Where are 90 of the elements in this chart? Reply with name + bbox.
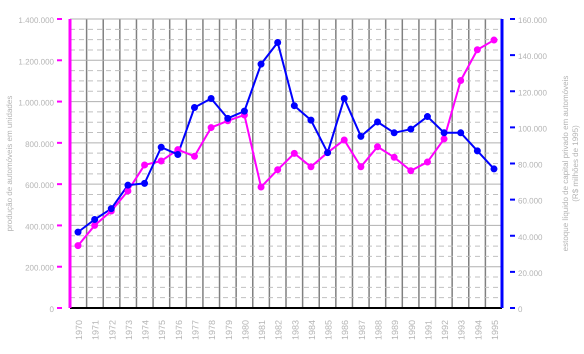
x-tick-label: 1976 (174, 320, 184, 340)
y2-tick-label: 60.000 (518, 196, 544, 206)
x-tick-label: 1985 (324, 320, 334, 340)
point (457, 129, 464, 136)
x-tick-label: 1984 (306, 320, 317, 340)
point (407, 167, 414, 174)
point (474, 46, 481, 54)
x-tick-label: 1988 (374, 320, 384, 340)
point (357, 163, 364, 170)
y2-axis-title: estoque líquido de capital privado em automóveis (R$ milhões de 1995) (561, 76, 580, 252)
x-tick-label: 1992 (440, 320, 450, 340)
point (124, 187, 132, 194)
y-tick-label: 800.000 (25, 140, 55, 149)
point (374, 118, 382, 126)
point (124, 182, 132, 189)
x-tick-label: 1975 (157, 320, 168, 340)
point (490, 36, 498, 44)
x-tick-label: 1979 (224, 320, 234, 340)
y2-tick-label: 0 (518, 305, 523, 314)
x-tick-label: 1971 (90, 320, 101, 340)
x-tick-label: 1993 (456, 320, 467, 340)
x-tick-label: 1983 (290, 320, 300, 340)
y2-tick-label: 80.000 (518, 160, 544, 170)
y-axis-title: produção de automóveis em unidades (5, 96, 14, 232)
point (374, 143, 382, 150)
x-tick-label: 1980 (240, 320, 250, 340)
point (357, 132, 364, 140)
y-tick-label: 1.000.000 (18, 98, 55, 108)
point (74, 228, 82, 236)
point (424, 113, 431, 120)
x-tick-label: 1987 (356, 320, 367, 340)
x-tick-label: 1981 (257, 320, 268, 340)
point (141, 161, 148, 168)
point (174, 150, 182, 158)
point (258, 184, 265, 191)
x-tick-label: 1991 (423, 320, 434, 340)
y2-tick-label: 40.000 (518, 232, 544, 242)
y-tick-label: 0 (50, 305, 55, 314)
y2-tick-label: 120.000 (518, 88, 548, 98)
point (190, 152, 198, 160)
point (158, 144, 165, 151)
point (258, 60, 265, 68)
point (208, 124, 215, 132)
y2-tick-label: 100.000 (518, 124, 548, 134)
point (390, 129, 398, 136)
point (440, 135, 448, 142)
point (91, 222, 98, 229)
point (141, 180, 148, 187)
point (340, 136, 348, 144)
point (307, 116, 314, 124)
y-tick-label: 200.000 (25, 264, 55, 273)
point (390, 154, 398, 161)
point (224, 114, 232, 122)
x-tick-label: 1990 (406, 320, 417, 340)
x-tick-label: 1995 (490, 320, 500, 340)
point (474, 147, 481, 154)
point (407, 126, 414, 133)
x-tick-label: 1986 (340, 320, 350, 340)
x-tick-label: 1970 (74, 320, 84, 340)
x-tick-label: 1978 (207, 320, 218, 340)
y-tick-label: 1.400.000 (18, 16, 55, 25)
y2-tick-label: 140.000 (518, 52, 548, 62)
point (290, 102, 298, 110)
y-tick-label: 600.000 (25, 181, 55, 190)
point (307, 163, 314, 170)
x-tick-label: 1989 (390, 320, 400, 340)
point (240, 108, 248, 115)
point (490, 165, 498, 172)
x-tick-label: 1977 (190, 320, 200, 340)
x-tick-label: 1972 (107, 320, 118, 340)
y-tick-label: 400.000 (25, 222, 55, 232)
x-tick-label: 1974 (140, 320, 151, 340)
point (208, 94, 215, 102)
y-tick-label: 1.200.000 (18, 57, 55, 66)
point (274, 38, 282, 46)
x-tick-label: 1973 (124, 320, 134, 340)
point (424, 158, 431, 166)
point (340, 94, 348, 102)
point (290, 150, 298, 157)
point (91, 216, 98, 223)
point (440, 129, 448, 136)
x-tick-label: 1994 (473, 320, 484, 340)
y2-tick-label: 160.000 (518, 16, 548, 25)
x-tick-label: 1982 (274, 320, 284, 340)
y2-tick-label: 20.000 (518, 268, 544, 278)
point (158, 158, 165, 165)
point (274, 166, 282, 174)
point (74, 242, 82, 250)
point (457, 77, 464, 84)
point (190, 104, 198, 112)
